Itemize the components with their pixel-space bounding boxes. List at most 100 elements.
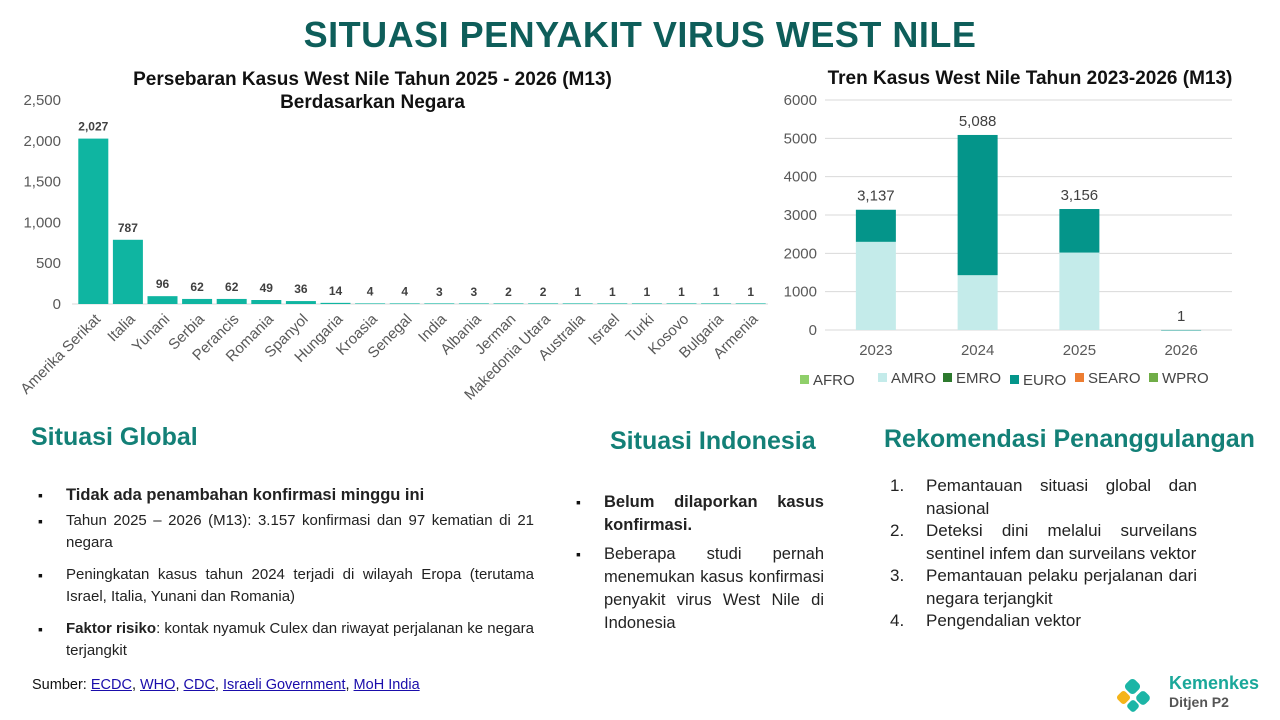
bar <box>458 303 489 304</box>
right-chart-title: Tren Kasus West Nile Tahun 2023-2026 (M1… <box>827 68 1233 89</box>
bar-segment-euro <box>1059 209 1100 253</box>
recommendation-item: 1. Pemantauan situasi global dan nasional <box>888 475 1197 520</box>
kemenkes-logo-icon <box>1116 678 1150 712</box>
global-item-text: : kontak nyamuk Culex dan riwayat perjal… <box>66 620 535 659</box>
recommendation-list: 1. Pemantauan situasi global dan nasional… <box>888 475 1197 633</box>
recommendation-item: 2. Deteksi dini melalui surveilans sentin… <box>888 520 1197 565</box>
bar-segment-amro <box>855 241 896 330</box>
legend-swatch <box>943 373 952 382</box>
recommendation-number: 4. <box>890 611 905 630</box>
bar <box>631 303 662 304</box>
legend-label: SEARO <box>1088 370 1141 387</box>
global-item: Faktor risiko: kontak nyamuk Culex dan r… <box>36 618 534 662</box>
bar <box>355 303 386 304</box>
indonesia-section-title: Situasi Indonesia <box>610 427 816 455</box>
data-label: 14 <box>329 284 343 298</box>
bar <box>216 298 247 304</box>
x-tick-label: 2023 <box>859 342 892 359</box>
source-link-cdc[interactable]: CDC <box>183 677 215 693</box>
kemenkes-logo: Kemenkes Ditjen P2 <box>1116 673 1276 715</box>
global-item: Tahun 2025 – 2026 (M13): 3.157 konfirmas… <box>36 510 534 554</box>
legend-label: AMRO <box>891 370 936 387</box>
recommendation-item: 3. Pemantauan pelaku perjalanan dari nega… <box>888 565 1197 610</box>
bars <box>72 138 768 305</box>
global-item-bold: Tidak ada penambahan konfirmasi minggu i… <box>66 486 425 504</box>
legend-label: AFRO <box>813 372 855 389</box>
y-tick-label: 2,500 <box>23 92 61 109</box>
country-bar-chart: 0 500 1,000 1,500 2,000 2,500 2,027 787 96 62 62 4… <box>17 92 768 404</box>
y-tick-label: 0 <box>809 322 817 339</box>
legend-item-emro: EMRO <box>943 370 1001 387</box>
global-item-bold: Faktor risiko <box>66 620 157 637</box>
data-label: 49 <box>260 281 274 295</box>
bar <box>562 303 593 304</box>
source-link-ecdc[interactable]: ECDC <box>90 677 132 693</box>
y-tick-label: 0 <box>53 296 61 313</box>
y-tick-label: 5000 <box>784 130 817 147</box>
x-tick-label: Yunani <box>129 311 173 355</box>
y-tick-label: 500 <box>36 255 61 272</box>
data-label: 1 <box>678 285 685 299</box>
global-item: Peningkatan kasus tahun 2024 terjadi di … <box>36 564 534 608</box>
y-tick-label: 4000 <box>784 169 817 186</box>
x-axis-labels: Amerika Serikat ItaliaYunaniSerbiaPeranci… <box>17 310 762 403</box>
source-line: Sumber: ECDC, WHO, CDC, Israeli Governme… <box>32 677 420 693</box>
page-title: SITUASI PENYAKIT VIRUS WEST NILE <box>303 14 977 55</box>
chart-legend: AFRO AMRO EMRO EURO SEARO WPRO <box>800 370 1220 392</box>
recommendation-text: Deteksi dini melalui surveilans sentinel… <box>926 521 1197 563</box>
source-link-israeli-government[interactable]: Israeli Government <box>222 677 346 693</box>
recommendation-number: 2. <box>890 521 905 540</box>
total-label: 5,088 <box>959 113 997 130</box>
kemenkes-logo-name: Kemenkes <box>1169 673 1260 693</box>
legend-item-searo: SEARO <box>1075 370 1141 387</box>
recommendation-number: 3. <box>890 566 905 585</box>
data-label: 2 <box>540 285 547 299</box>
y-tick-label: 1,500 <box>23 174 61 191</box>
source-link-moh-india[interactable]: MoH India <box>353 677 420 693</box>
bar <box>78 138 109 304</box>
trend-stacked-bar-chart: 0 1000 2000 3000 4000 5000 6000 3,137 5,088 3,15… <box>784 92 1232 359</box>
recommendation-number: 1. <box>890 476 905 495</box>
x-tick-label: Amerika Serikat <box>17 310 104 397</box>
y-axis: 0 1000 2000 3000 4000 5000 6000 <box>784 92 817 339</box>
kemenkes-logo-sub: Ditjen P2 <box>1169 694 1229 710</box>
bar <box>182 298 213 304</box>
bar <box>147 296 178 304</box>
bar-segment-euro <box>855 209 896 242</box>
data-label: 36 <box>294 282 308 296</box>
bar-segment-euro <box>957 134 998 276</box>
global-item-text: Peningkatan kasus tahun 2024 terjadi di … <box>66 566 534 605</box>
indonesia-item-bold: Belum dilaporkan kasus konfirmasi. <box>604 493 824 534</box>
recommendation-text: Pemantauan situasi global dan nasional <box>926 476 1197 518</box>
total-label: 3,156 <box>1061 187 1099 204</box>
bar <box>701 303 732 304</box>
data-label: 1 <box>644 285 651 299</box>
y-tick-label: 1000 <box>784 284 817 301</box>
legend-label: EMRO <box>956 370 1001 387</box>
bar-segment-euro <box>1161 329 1202 331</box>
data-label: 787 <box>118 221 138 235</box>
legend-swatch <box>1149 373 1158 382</box>
data-label: 3 <box>471 285 478 299</box>
global-item-text: Tahun 2025 – 2026 (M13): 3.157 konfirmas… <box>66 512 534 551</box>
bar <box>389 303 420 304</box>
x-tick-label: 2024 <box>961 342 994 359</box>
y-tick-label: 2,000 <box>23 133 61 150</box>
legend-item-wpro: WPRO <box>1149 370 1209 387</box>
legend-label: EURO <box>1023 372 1067 389</box>
bar <box>735 303 766 304</box>
data-labels: 2,027 787 96 62 62 49 36 14 4 4 3 3 2 2 1 1 1 1 1 1 <box>78 120 754 299</box>
data-label: 1 <box>747 285 754 299</box>
y-tick-label: 3000 <box>784 207 817 224</box>
data-label: 4 <box>401 285 408 299</box>
data-label: 62 <box>225 280 239 294</box>
legend-label: WPRO <box>1162 370 1209 387</box>
data-label: 2,027 <box>78 120 108 134</box>
data-label: 1 <box>574 285 581 299</box>
source-link-who[interactable]: WHO <box>140 677 176 693</box>
source-label: Sumber: <box>32 677 91 693</box>
x-axis-labels: 2023 2024 2025 2026 <box>859 342 1198 359</box>
indonesia-item-text: Beberapa studi pernah menemukan kasus ko… <box>604 545 824 632</box>
bars <box>855 134 1202 331</box>
bar <box>285 301 316 304</box>
